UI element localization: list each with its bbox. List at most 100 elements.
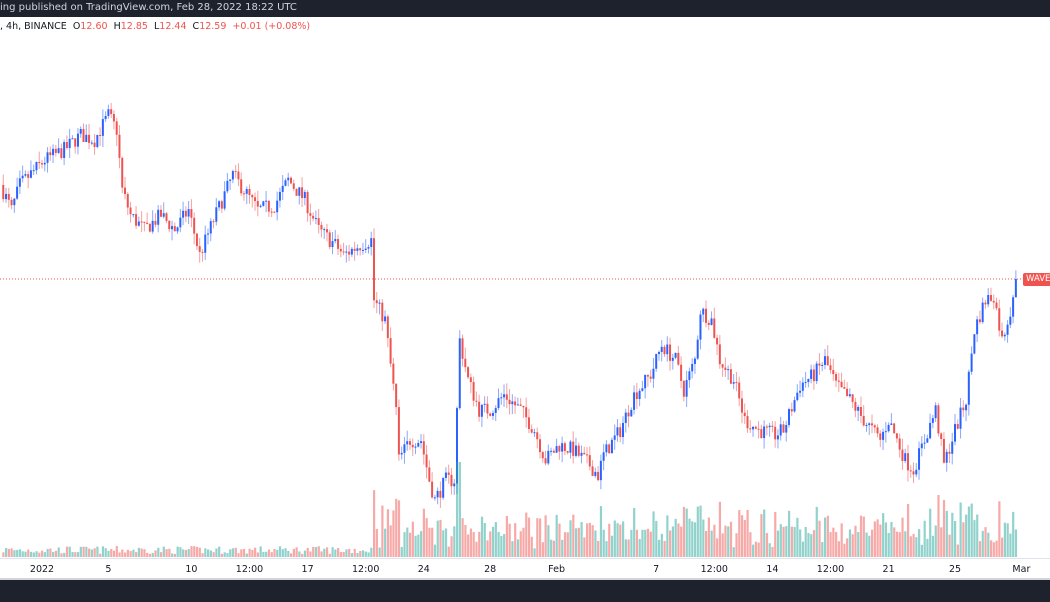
volume-bar <box>904 531 907 557</box>
time-axis[interactable]: 2022 5 10 12:00 17 12:00 24 28 Feb 7 12:00 14 12:00 2… <box>0 558 1050 578</box>
candle-body <box>480 404 483 417</box>
volume-bar <box>345 549 348 557</box>
candle-body <box>483 403 486 405</box>
candle-body <box>602 452 605 461</box>
x-tick-label: Feb <box>548 564 566 575</box>
x-tick-label: Mar <box>1012 564 1031 575</box>
volume-bar <box>292 548 295 557</box>
volume-bar <box>765 533 769 557</box>
volume-bar <box>458 462 461 557</box>
candle-body <box>389 338 392 364</box>
candle-body <box>182 210 185 218</box>
candle-body <box>743 412 746 417</box>
close-value: 12.59 <box>199 21 227 32</box>
candle-body <box>71 138 74 140</box>
candle-body <box>381 302 384 322</box>
candle-body <box>461 338 464 359</box>
candle-body <box>500 397 503 399</box>
candle-body <box>796 392 799 401</box>
candle-body <box>395 383 398 408</box>
volume-bar <box>375 529 378 557</box>
candle-body <box>218 201 221 208</box>
volume-bar <box>638 539 641 557</box>
volume-bar <box>450 536 453 557</box>
candle-body <box>547 450 550 464</box>
candle-body <box>259 205 262 207</box>
volume-bar <box>49 548 52 557</box>
volume-bar <box>112 550 116 557</box>
candle-body <box>516 404 519 406</box>
candle-body <box>49 152 52 156</box>
volume-bar <box>918 529 921 557</box>
candle-body <box>13 198 16 206</box>
candle-body <box>843 387 846 389</box>
volume-bar <box>525 512 528 557</box>
candle-body <box>68 138 71 149</box>
candle-body <box>511 401 514 405</box>
volume-bar <box>143 549 146 557</box>
volume-bar <box>489 531 492 557</box>
candle-body <box>812 369 815 382</box>
candle-body <box>339 248 342 252</box>
candle-body <box>428 467 431 482</box>
candle-body <box>442 477 445 498</box>
volume-bar <box>204 548 207 557</box>
candle-body <box>801 382 804 391</box>
volume-bar <box>646 528 650 557</box>
volume-bar <box>480 516 484 557</box>
volume-bar <box>688 518 691 557</box>
volume-bar <box>57 547 60 557</box>
candle-body <box>76 133 79 147</box>
volume-bar <box>619 524 622 557</box>
candle-body <box>29 170 32 178</box>
candle-body <box>10 199 13 206</box>
x-tick-label: 25 <box>948 564 962 575</box>
candle-body <box>572 441 575 456</box>
volume-bar <box>403 532 406 557</box>
volume-bar <box>895 531 899 557</box>
candle-body <box>544 458 547 464</box>
candle-body <box>884 431 887 433</box>
candle-body <box>530 429 533 433</box>
candle-body <box>54 148 57 153</box>
volume-bar <box>691 521 694 557</box>
candle-body <box>403 444 406 453</box>
candle-body <box>85 134 88 143</box>
volume-bar <box>948 534 951 557</box>
volume-bar <box>184 550 188 557</box>
candle-body <box>126 194 129 208</box>
volume-bar <box>436 520 439 557</box>
volume-bar <box>16 549 19 557</box>
volume-bar <box>586 523 589 557</box>
volume-bar <box>530 536 533 557</box>
volume-bar <box>85 546 88 557</box>
candle-body <box>245 189 248 194</box>
candle-body <box>685 380 688 397</box>
candle-body <box>752 426 755 430</box>
volume-bar <box>522 527 525 557</box>
candle-body <box>710 318 713 326</box>
volume-bar <box>251 549 254 557</box>
volume-bar <box>68 546 71 557</box>
volume-bar <box>788 510 791 557</box>
volume-bar <box>2 552 5 557</box>
volume-bar <box>959 502 962 557</box>
volume-bar <box>5 547 8 557</box>
candle-body <box>624 412 627 423</box>
volume-bar <box>666 515 669 557</box>
candle-body <box>281 185 284 192</box>
volume-bar <box>810 534 813 557</box>
volume-bar <box>505 516 508 557</box>
candle-body <box>140 221 143 223</box>
volume-bar <box>126 549 129 557</box>
candle-body <box>464 358 467 368</box>
volume-bar <box>96 546 99 557</box>
volume-bar <box>796 517 799 557</box>
candlestick-chart[interactable] <box>0 17 1050 558</box>
volume-bar <box>93 548 96 557</box>
candle-body <box>414 446 417 448</box>
candle-body <box>375 300 378 304</box>
volume-bar <box>146 552 149 557</box>
x-tick-label: 5 <box>105 564 112 575</box>
volume-bar <box>718 501 722 557</box>
